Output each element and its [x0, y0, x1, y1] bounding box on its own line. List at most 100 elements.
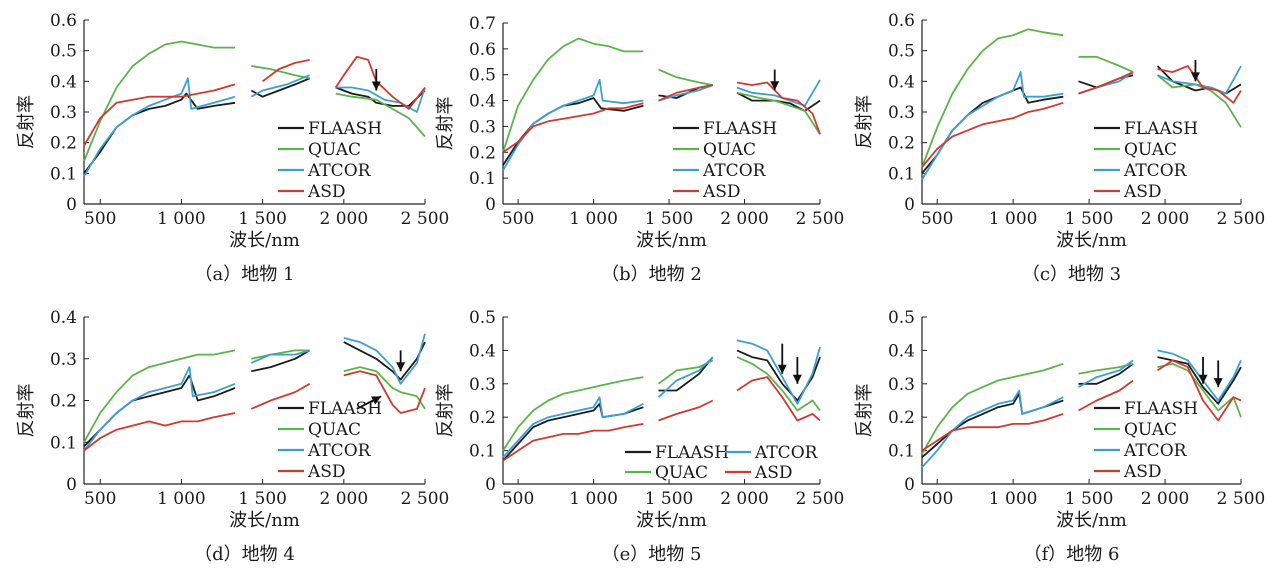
y-tick-label: 0.4 [50, 308, 77, 328]
y-tick-label: 0.7 [469, 14, 496, 34]
series-line [502, 37, 644, 153]
arrow-head [1213, 378, 1223, 388]
x-tick-label: 2 500 [1217, 489, 1266, 509]
arrow-head [371, 396, 382, 405]
x-tick-label: 2 000 [319, 489, 368, 509]
y-tick-label: 0.5 [888, 42, 915, 62]
x-tick-label: 2 500 [796, 209, 845, 229]
series-line [343, 341, 426, 381]
y-tick-label: 0.2 [469, 143, 496, 163]
x-tick-label: 1 500 [238, 209, 287, 229]
x-tick-label: 1 500 [645, 489, 694, 509]
chart-panel-5: 0 0.1 0.2 0.3 0.4 0.5 500 1 000 1 500 2 000 2 500 波… [435, 308, 844, 565]
series-line [83, 366, 236, 452]
y-tick-label: 0.6 [50, 11, 77, 31]
chart-panel-6: 0 0.1 0.2 0.3 0.4 0.5 500 1 000 1 500 2 000 2 500 波… [854, 308, 1265, 565]
series-line [251, 349, 311, 373]
legend-label: FLAASH [1124, 399, 1198, 419]
series-line [343, 333, 426, 385]
legend-label: ASD [307, 182, 346, 202]
series-line [83, 40, 235, 162]
x-tick-label: 500 [502, 209, 534, 229]
x-tick-label: 2 000 [720, 489, 769, 509]
series-line [1157, 65, 1242, 104]
legend-label: QUAC [655, 463, 708, 483]
x-tick-label: 2 500 [401, 489, 450, 509]
legend-label: QUAC [308, 420, 361, 440]
series-line [736, 91, 821, 135]
chart-panel-1: 0 0.1 0.2 0.3 0.4 0.5 0.6 500 1 000 1 500 2 000 2 5… [16, 11, 449, 285]
series-asd [502, 376, 821, 462]
x-tick-label: 500 [502, 489, 534, 509]
x-tick-label: 2 500 [1217, 209, 1266, 229]
y-axis-title: 反射率 [854, 384, 875, 438]
legend-label: ATCOR [1123, 161, 1188, 181]
y-tick-label: 0.4 [888, 341, 915, 361]
series-line [502, 396, 644, 458]
x-tick-label: 2 000 [720, 209, 769, 229]
series-line [921, 362, 1064, 455]
series-line [335, 86, 426, 113]
series-line [262, 59, 310, 83]
x-axis-title: 波长/nm [229, 230, 300, 251]
y-tick-label: 0.2 [50, 392, 77, 412]
series-line [83, 83, 236, 147]
y-tick-label: 0.3 [50, 103, 77, 123]
y-tick-label: 0.3 [469, 375, 496, 395]
series-line [658, 68, 713, 86]
series-line [502, 423, 644, 462]
y-tick-label: 0.1 [50, 164, 77, 184]
series-line [1078, 71, 1134, 95]
series-asd [502, 81, 821, 154]
x-tick-label: 1 000 [569, 489, 618, 509]
arrow-head [792, 374, 802, 384]
series-line [658, 84, 713, 102]
y-tick-label: 0.4 [50, 72, 77, 92]
series-line [736, 81, 821, 135]
legend-label: ATCOR [307, 161, 372, 181]
series-line [658, 399, 714, 422]
series-line [502, 376, 644, 452]
series-line [83, 92, 236, 174]
panel-caption: （e）地物 5 [602, 544, 702, 565]
legend-label: ATCOR [702, 161, 767, 181]
series-line [251, 349, 310, 360]
y-tick-label: 0 [485, 195, 496, 215]
x-tick-label: 2 500 [401, 209, 450, 229]
series-atcor [83, 74, 426, 177]
series-line [343, 366, 426, 410]
chart-panel-3: 0 0.1 0.2 0.3 0.4 0.5 0.6 500 1 000 1 500 2 000 2 5… [854, 11, 1265, 285]
y-tick-label: 0.4 [888, 72, 915, 92]
series-line [343, 370, 426, 414]
panel-caption: （c）地物 3 [1022, 264, 1121, 285]
y-tick-label: 0.3 [888, 375, 915, 395]
y-tick-label: 0.4 [469, 341, 496, 361]
x-tick-label: 1 000 [569, 209, 618, 229]
x-tick-label: 1 500 [1065, 489, 1114, 509]
y-tick-label: 0.1 [888, 442, 915, 462]
legend: FLAASH ATCOR QUAC ASD [625, 443, 819, 483]
x-tick-label: 2 500 [796, 489, 845, 509]
x-tick-label: 2 000 [319, 209, 368, 229]
y-tick-label: 0.2 [888, 134, 915, 154]
y-tick-label: 0.2 [469, 408, 496, 428]
x-tick-label: 1 000 [157, 489, 206, 509]
legend-label: ATCOR [754, 443, 819, 463]
y-tick-label: 0.5 [888, 308, 915, 328]
legend-label: FLAASH [308, 119, 382, 139]
series-line [250, 74, 311, 98]
series-line [1156, 65, 1242, 95]
legend-label: ASD [1123, 462, 1162, 482]
series-line [335, 86, 426, 107]
x-tick-label: 500 [84, 489, 116, 509]
y-tick-label: 0.1 [469, 169, 496, 189]
y-tick-label: 0.2 [50, 134, 77, 154]
y-axis-title: 反射率 [435, 97, 456, 151]
legend-label: QUAC [308, 140, 361, 160]
series-quac [502, 37, 821, 153]
panel-caption: （f）地物 6 [1024, 544, 1120, 565]
series-line [1078, 363, 1134, 385]
arrow-head [1190, 72, 1200, 82]
